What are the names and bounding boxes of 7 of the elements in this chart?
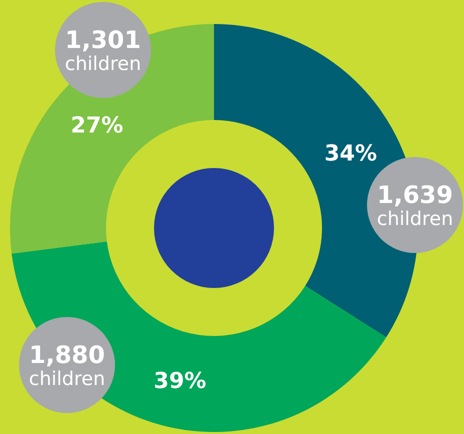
data-label: 34% — [324, 142, 378, 167]
data-label: 39% — [154, 368, 206, 394]
donut-slice — [12, 242, 386, 432]
text: 1,639 children — [376, 181, 454, 230]
data-label: 27% — [70, 114, 124, 139]
text: 1,301 children — [64, 26, 142, 75]
text: 1,880 children — [28, 341, 106, 390]
